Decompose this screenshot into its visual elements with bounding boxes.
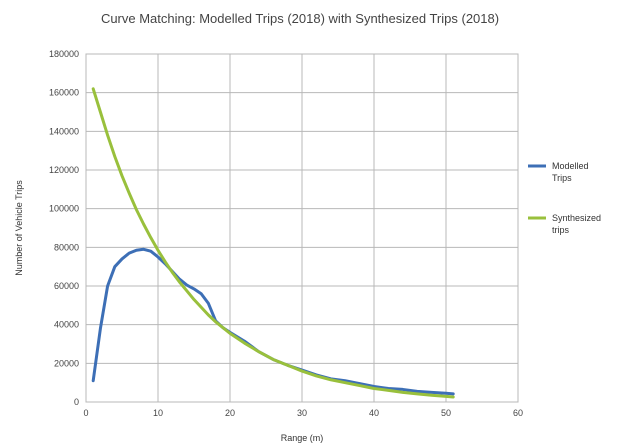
legend: Modelled Trips Synthesized trips	[528, 161, 601, 235]
tick-labels: 0 10 20 30 40 50 60 0 20000 40000 60000 80000 100000…	[49, 49, 523, 418]
legend-text-line: Modelled	[552, 161, 589, 171]
y-tick-label: 80000	[54, 242, 79, 252]
x-tick-label: 30	[297, 408, 307, 418]
legend-text-line: Synthesized	[552, 213, 601, 223]
x-tick-label: 20	[225, 408, 235, 418]
y-tick-label: 100000	[49, 204, 79, 214]
x-axis-label: Range (m)	[281, 433, 324, 443]
gridlines	[85, 53, 519, 403]
series-lines	[91, 87, 455, 399]
y-tick-label: 140000	[49, 126, 79, 136]
x-tick-label: 40	[369, 408, 379, 418]
y-tick-label: 0	[74, 397, 79, 407]
chart-title: Curve Matching: Modelled Trips (2018) wi…	[101, 11, 499, 26]
y-tick-label: 60000	[54, 281, 79, 291]
x-tick-label: 50	[441, 408, 451, 418]
legend-text-line: trips	[552, 225, 570, 235]
y-axis-label: Number of Vehicle Trips	[14, 180, 24, 276]
legend-synthesized-label: Synthesized trips	[552, 213, 601, 235]
legend-text-line: Trips	[552, 173, 572, 183]
x-tick-label: 10	[153, 408, 163, 418]
x-tick-label: 60	[513, 408, 523, 418]
y-tick-label: 180000	[49, 49, 79, 59]
synthesized-trips-line	[91, 87, 455, 399]
x-tick-label: 0	[83, 408, 88, 418]
y-tick-label: 160000	[49, 88, 79, 98]
y-tick-label: 40000	[54, 320, 79, 330]
legend-modelled-label: Modelled Trips	[552, 161, 589, 183]
y-tick-label: 20000	[54, 358, 79, 368]
y-tick-label: 120000	[49, 165, 79, 175]
